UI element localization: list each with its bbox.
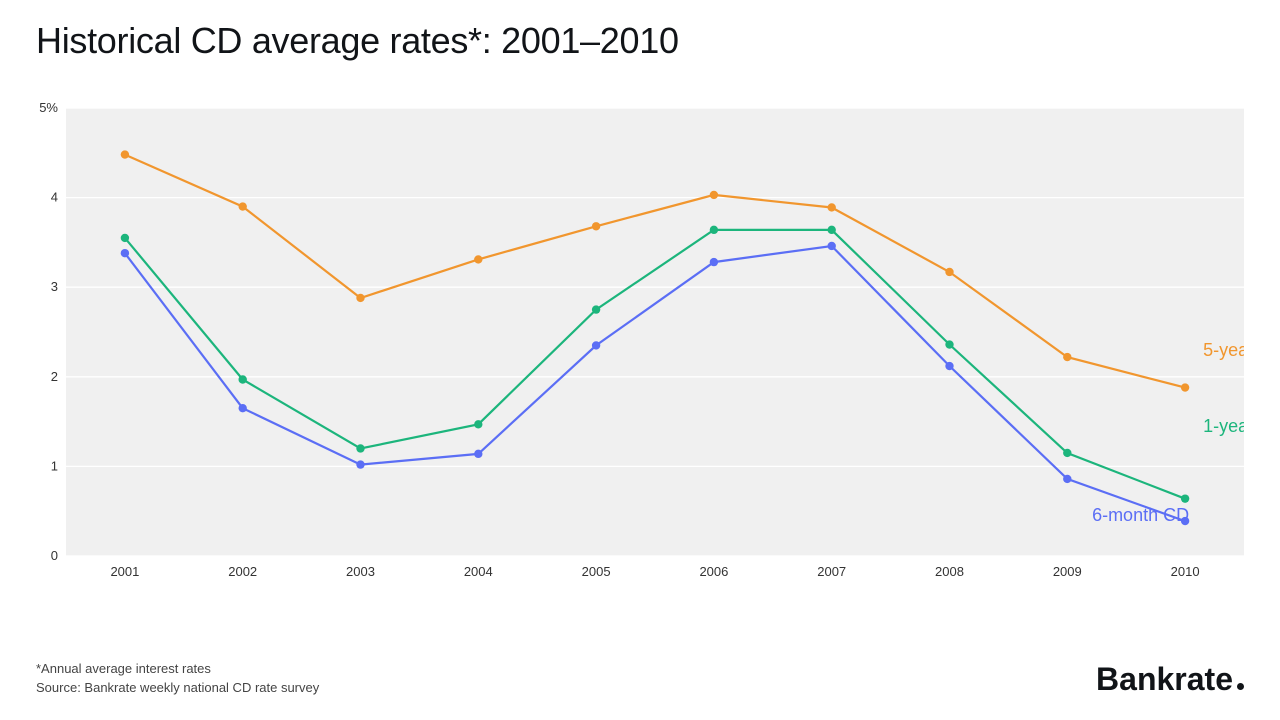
data-point (121, 249, 129, 257)
x-tick-label: 2005 (582, 564, 611, 579)
chart-svg: 0 1 2 3 4 5% 2001 2002 2003 2004 2005 2006 2007 2008 2… (36, 102, 1244, 590)
data-point (592, 305, 600, 313)
data-point (121, 150, 129, 158)
data-point (356, 460, 364, 468)
y-tick-label: 5% (39, 102, 58, 115)
brand-dot-icon (1237, 683, 1244, 690)
x-tick-label: 2008 (935, 564, 964, 579)
x-tick-label: 2007 (817, 564, 846, 579)
data-point (945, 340, 953, 348)
data-point (474, 420, 482, 428)
series-label: 1-year CD (1203, 416, 1244, 436)
series-label: 5-year CD (1203, 340, 1244, 360)
footnote-1: *Annual average interest rates (36, 660, 319, 679)
y-tick-label: 0 (51, 548, 58, 563)
series-label: 6-month CD (1092, 505, 1189, 525)
data-point (239, 404, 247, 412)
data-point (828, 226, 836, 234)
footnotes: *Annual average interest rates Source: B… (36, 660, 319, 698)
x-tick-label: 2004 (464, 564, 493, 579)
data-point (710, 258, 718, 266)
x-tick-label: 2009 (1053, 564, 1082, 579)
x-tick-label: 2006 (699, 564, 728, 579)
brand-logo: Bankrate (1096, 661, 1244, 698)
x-tick-label: 2010 (1171, 564, 1200, 579)
data-point (710, 226, 718, 234)
data-point (474, 450, 482, 458)
plot-background (66, 108, 1244, 556)
footnote-2: Source: Bankrate weekly national CD rate… (36, 679, 319, 698)
data-point (828, 242, 836, 250)
data-point (121, 234, 129, 242)
x-tick-label: 2002 (228, 564, 257, 579)
chart: 0 1 2 3 4 5% 2001 2002 2003 2004 2005 2006 2007 2008 2… (36, 102, 1244, 590)
data-point (945, 268, 953, 276)
data-point (356, 444, 364, 452)
brand-text: Bankrate (1096, 661, 1233, 697)
data-point (828, 203, 836, 211)
data-point (1181, 494, 1189, 502)
data-point (474, 255, 482, 263)
x-tick-label: 2001 (110, 564, 139, 579)
data-point (592, 222, 600, 230)
y-tick-label: 2 (51, 369, 58, 384)
chart-title: Historical CD average rates*: 2001–2010 (36, 20, 679, 62)
data-point (592, 341, 600, 349)
x-tick-label: 2003 (346, 564, 375, 579)
data-point (1063, 353, 1071, 361)
data-point (356, 294, 364, 302)
y-tick-label: 4 (51, 190, 58, 205)
data-point (945, 362, 953, 370)
data-point (239, 202, 247, 210)
data-point (239, 375, 247, 383)
data-point (1063, 475, 1071, 483)
page: Historical CD average rates*: 2001–2010 … (0, 0, 1280, 720)
data-point (1063, 449, 1071, 457)
y-tick-label: 1 (51, 458, 58, 473)
data-point (710, 191, 718, 199)
y-tick-label: 3 (51, 279, 58, 294)
data-point (1181, 383, 1189, 391)
